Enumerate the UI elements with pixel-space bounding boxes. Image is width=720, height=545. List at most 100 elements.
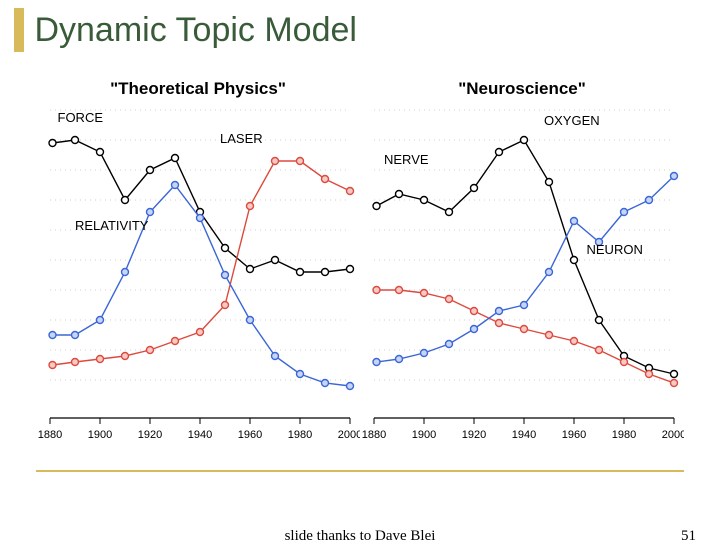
data-point [72,137,79,144]
data-point [322,176,329,183]
data-point [446,209,453,216]
data-point [272,158,279,165]
divider [36,470,684,472]
data-point [172,155,179,162]
xaxis-tick-label: 1980 [612,429,636,441]
xaxis-tick-label: 1900 [88,429,112,441]
data-point [49,362,56,369]
data-point [446,341,453,348]
data-point [197,215,204,222]
data-point [373,359,380,366]
data-point [373,203,380,210]
xaxis-tick-label: 1920 [138,429,162,441]
slide: Dynamic Topic Model "Theoretical Physics… [0,0,720,540]
data-point [97,149,104,156]
data-point [272,353,279,360]
chart-panel-1: "Neuroscience"OXYGENNERVENEURON188019001… [360,78,684,458]
data-point [671,173,678,180]
xaxis-tick-label: 1920 [462,429,486,441]
charts-container: "Theoretical Physics"FORCELASERRELATIVIT… [36,78,684,458]
data-point [72,359,79,366]
data-point [147,347,154,354]
data-point [571,338,578,345]
xaxis-tick-label: 1960 [562,429,586,441]
data-point [646,371,653,378]
data-point [646,197,653,204]
xaxis-tick-label: 2000 [338,429,360,441]
data-point [97,356,104,363]
data-point [496,308,503,315]
data-point [222,272,229,279]
data-point [546,269,553,276]
accent-bar [14,8,24,52]
page-title: Dynamic Topic Model [34,11,357,50]
data-point [521,302,528,309]
data-point [49,332,56,339]
data-point [122,353,129,360]
data-point [421,290,428,297]
xaxis-tick-label: 1940 [512,429,536,441]
data-point [521,326,528,333]
xaxis-tick-label: 1900 [412,429,436,441]
page-number: 51 [681,528,696,545]
data-point [446,296,453,303]
data-point [496,320,503,327]
data-point [521,137,528,144]
xaxis-tick-label: 1940 [188,429,212,441]
series-label-nerve: NERVE [384,152,429,167]
data-point [546,332,553,339]
data-point [122,197,129,204]
title-bar: Dynamic Topic Model [0,0,720,52]
data-point [546,179,553,186]
data-point [97,317,104,324]
data-point [671,380,678,387]
panel-title: "Neuroscience" [360,78,684,104]
data-point [347,188,354,195]
chart-svg: FORCE LASER RELATIVITY 1880 1900 1920 1940 1960… [36,104,360,450]
data-point [297,269,304,276]
series-label-laser: LASER [220,131,263,146]
data-point [322,380,329,387]
data-point [72,332,79,339]
series-line-oxygen [377,140,675,374]
xaxis-tick-label: 1960 [238,429,262,441]
data-point [172,182,179,189]
data-point [247,266,254,273]
data-point [272,257,279,264]
data-point [373,287,380,294]
xaxis-tick-label: 1880 [38,429,62,441]
data-point [247,203,254,210]
data-point [596,347,603,354]
data-point [471,308,478,315]
series-line-force [53,140,351,272]
data-point [421,197,428,204]
data-point [621,209,628,216]
data-point [571,257,578,264]
chart-svg: OXYGENNERVENEURON18801900192019401960198… [360,104,684,450]
data-point [122,269,129,276]
data-point [322,269,329,276]
data-point [421,350,428,357]
data-point [396,191,403,198]
data-point [297,158,304,165]
data-point [197,329,204,336]
data-point [596,317,603,324]
data-point [49,140,56,147]
series-label-oxygen: OXYGEN [544,113,600,128]
data-point [396,287,403,294]
xaxis-tick-label: 1880 [362,429,386,441]
data-point [297,371,304,378]
xaxis-tick-label: 1980 [288,429,312,441]
series-label-force: FORCE [58,110,104,125]
data-point [571,218,578,225]
data-point [496,149,503,156]
series-label-relativity: RELATIVITY [75,218,149,233]
data-point [222,302,229,309]
data-point [347,383,354,390]
data-point [621,359,628,366]
data-point [147,209,154,216]
data-point [396,356,403,363]
data-point [671,371,678,378]
data-point [471,326,478,333]
xaxis-tick-label: 2000 [662,429,684,441]
